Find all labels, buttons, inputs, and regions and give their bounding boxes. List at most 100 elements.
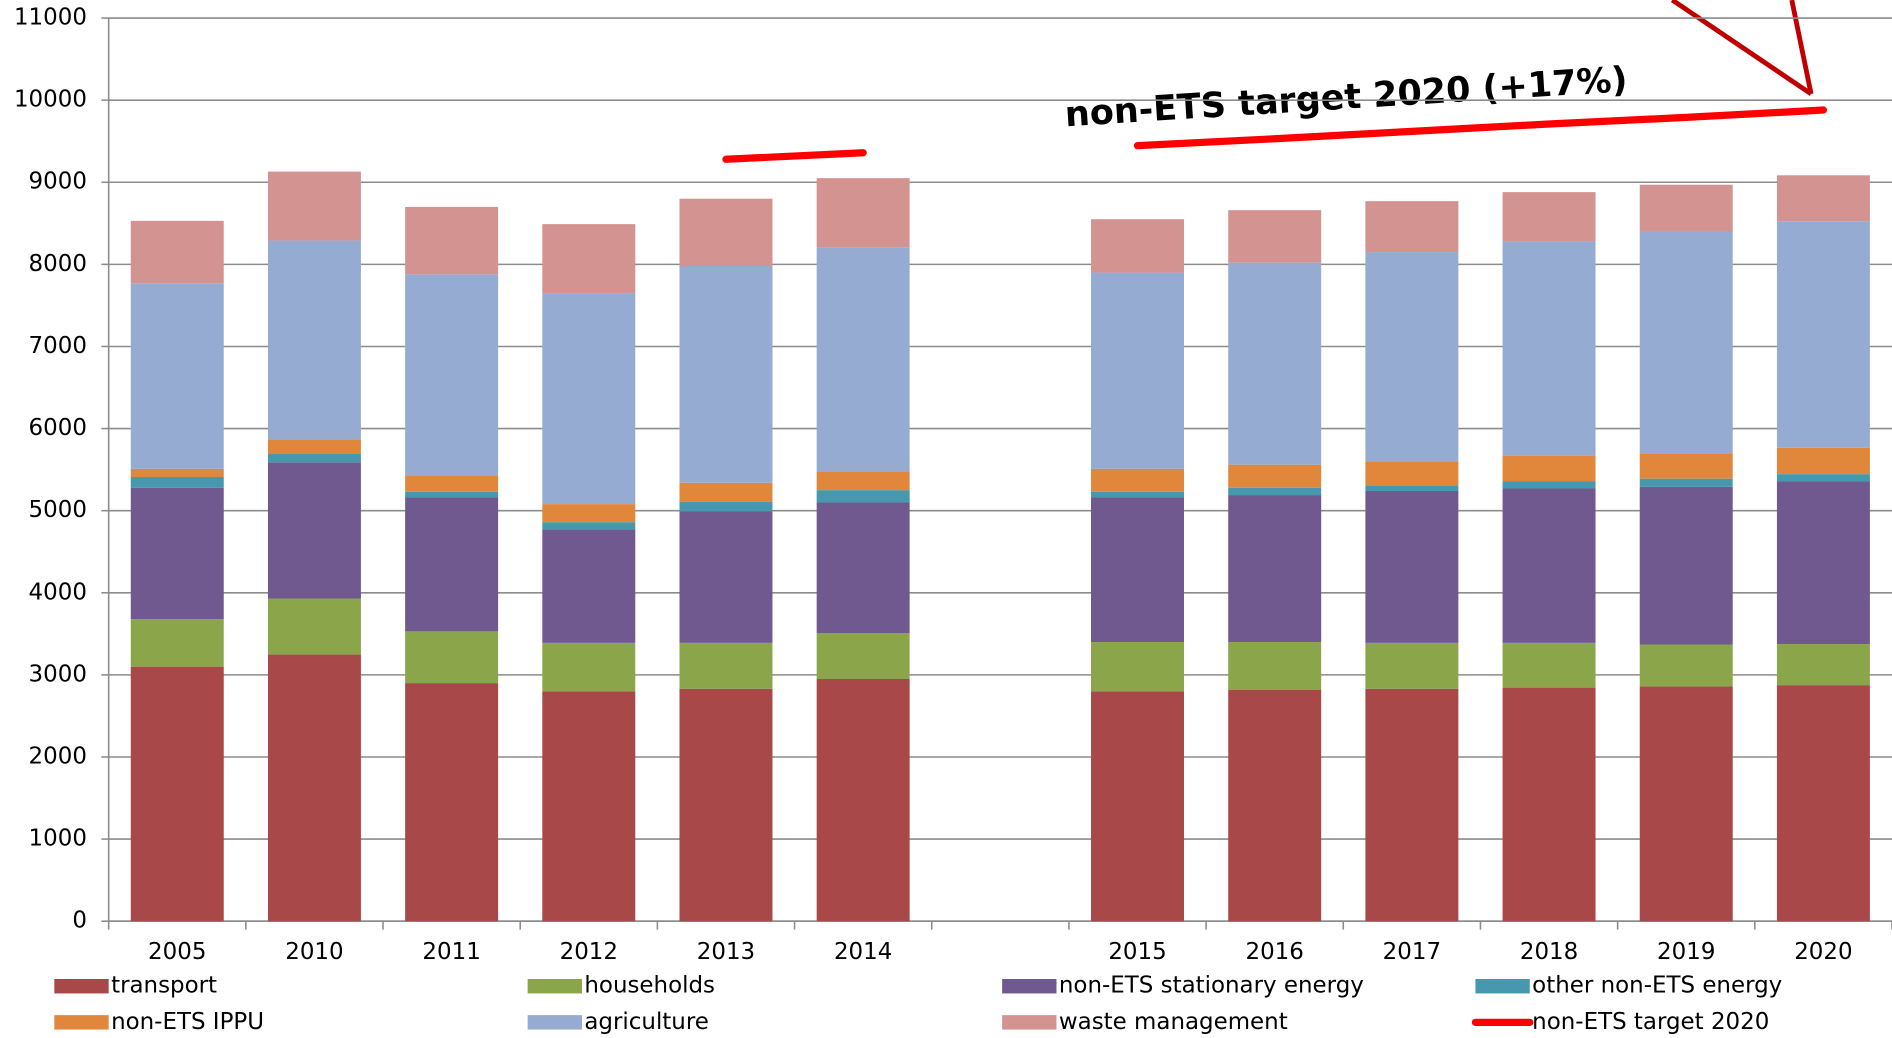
bar-segment: [1639, 486, 1733, 645]
legend-swatch: [527, 1015, 582, 1030]
x-tick-label: 2011: [422, 939, 480, 965]
bar-segment: [267, 439, 361, 455]
bar-segment: [679, 482, 773, 502]
bar-segment: [405, 497, 499, 632]
bar-segment: [1776, 474, 1870, 482]
bar-segment: [816, 247, 910, 472]
bar-segment: [1776, 481, 1870, 645]
bar-segment: [1228, 210, 1322, 263]
y-tick-label: 4000: [29, 579, 87, 605]
bar-segment: [1228, 689, 1322, 922]
bar-segment: [1365, 490, 1459, 643]
bar-segment: [1502, 241, 1596, 456]
bar-segment: [1502, 642, 1596, 688]
y-tick-label: 2000: [29, 744, 87, 770]
x-tick-label: 2019: [1657, 939, 1715, 965]
legend-label: non-ETS target 2020: [1532, 1009, 1769, 1035]
bar-segment: [130, 283, 224, 469]
y-tick-label: 3000: [29, 661, 87, 687]
bar-segment: [267, 454, 361, 463]
bar-segment: [679, 198, 773, 267]
bar-segment: [1091, 468, 1184, 492]
bar-segment: [679, 642, 773, 689]
bar-segment: [542, 522, 636, 530]
bar-segment: [1639, 231, 1733, 454]
legend-label: non-ETS IPPU: [111, 1009, 264, 1035]
bar-segment: [816, 633, 910, 679]
bar-segment: [1365, 485, 1459, 491]
bar-segment: [130, 468, 224, 478]
bar-segment: [1228, 642, 1322, 690]
bar-segment: [1776, 447, 1870, 475]
bar-segment: [816, 178, 910, 248]
bar-segment: [1365, 642, 1459, 689]
bar-segment: [1365, 461, 1459, 486]
y-tick-label: 11000: [14, 5, 87, 31]
legend-label: households: [584, 973, 715, 999]
bar-segment: [542, 642, 636, 692]
bar-segment: [267, 462, 361, 599]
bar-segment: [1365, 688, 1459, 922]
x-tick-label: 2010: [285, 939, 343, 965]
x-tick-label: 2014: [834, 939, 892, 965]
legend-swatch: [54, 1015, 109, 1030]
legend-label: non-ETS stationary energy: [1059, 973, 1364, 999]
bar-segment: [1776, 221, 1870, 448]
bar-segment: [1502, 687, 1596, 922]
bar-segment: [405, 274, 499, 476]
bar-segment: [542, 691, 636, 922]
legend-swatch: [54, 978, 109, 994]
bar-segment: [1639, 478, 1733, 487]
bar-segment: [1091, 691, 1184, 922]
bar-segment: [679, 511, 773, 643]
bar-segment: [542, 293, 636, 505]
y-tick-label: 8000: [29, 251, 87, 277]
legend-swatch: [1475, 978, 1530, 994]
bar-segment: [405, 206, 499, 275]
bar-segment: [1365, 252, 1459, 462]
bar-segment: [1776, 685, 1870, 922]
legend-label: agriculture: [584, 1009, 709, 1035]
bar-segment: [1639, 453, 1733, 479]
x-tick-label: 2015: [1108, 939, 1166, 965]
bar-segment: [816, 490, 910, 503]
legend-label: transport: [111, 973, 217, 999]
legend-label: waste management: [1059, 1009, 1288, 1035]
bar-segment: [1502, 481, 1596, 489]
bar-segment: [679, 501, 773, 512]
bar-segment: [1776, 644, 1870, 686]
y-tick-label: 1000: [29, 826, 87, 852]
bar-segment: [542, 224, 636, 294]
legend-swatch: [527, 978, 582, 994]
bar-segment: [405, 631, 499, 684]
bar-segment: [1228, 262, 1322, 465]
bar-segment: [1639, 644, 1733, 687]
legend-swatch: [1002, 978, 1057, 994]
x-tick-label: 2012: [560, 939, 618, 965]
y-tick-label: 6000: [29, 415, 87, 441]
bar-segment: [267, 654, 361, 922]
arrow-line: [1670, 0, 1813, 96]
x-tick-label: 2018: [1520, 939, 1578, 965]
bar-segment: [679, 266, 773, 483]
bar-segment: [1228, 487, 1322, 496]
bar-segment: [267, 240, 361, 440]
bar-segment: [267, 598, 361, 655]
arrow-line: [1789, 0, 1814, 95]
y-tick-label: 0: [72, 908, 87, 934]
bar-segment: [679, 688, 773, 922]
x-tick-label: 2016: [1246, 939, 1304, 965]
bar-segment: [1502, 192, 1596, 242]
target-line: [1133, 106, 1828, 150]
bar-segment: [1091, 497, 1184, 643]
bar-segment: [1091, 642, 1184, 692]
bar-segment: [1091, 491, 1184, 498]
x-tick-label: 2013: [697, 939, 755, 965]
bar-segment: [816, 471, 910, 491]
bar-segment: [816, 502, 910, 634]
bar-segment: [267, 171, 361, 241]
bar-segment: [405, 475, 499, 492]
bar-segment: [130, 220, 224, 284]
bar-segment: [1091, 272, 1184, 469]
